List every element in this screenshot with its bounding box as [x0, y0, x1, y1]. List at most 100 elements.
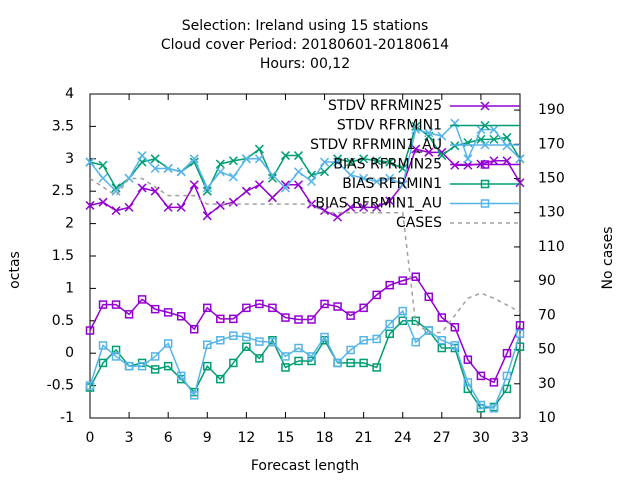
- data-point: [437, 313, 447, 322]
- data-point: [480, 160, 490, 169]
- data-point: [124, 202, 134, 212]
- x-tick-label: 3: [125, 430, 134, 446]
- legend-label: CASES: [396, 215, 442, 231]
- data-point: [320, 332, 329, 342]
- y2-tick-label: 10: [538, 410, 556, 426]
- data-point: [385, 196, 395, 206]
- data-point: [254, 180, 264, 190]
- data-point: [424, 128, 434, 138]
- data-point: [333, 157, 343, 167]
- data-point: [346, 311, 355, 320]
- data-point: [372, 156, 382, 166]
- data-point: [137, 361, 147, 371]
- series-line: [89, 275, 521, 384]
- data-point: [202, 183, 212, 193]
- data-point: [124, 310, 134, 319]
- data-point: [502, 156, 512, 166]
- x-tick-label: 6: [164, 430, 173, 446]
- data-point: [480, 140, 490, 150]
- data-point: [346, 157, 356, 167]
- data-point: [294, 343, 303, 353]
- x-tick-label: 21: [355, 430, 373, 446]
- data-point: [320, 299, 329, 309]
- y2-tick-label: 90: [538, 273, 556, 289]
- data-point: [307, 352, 316, 361]
- series-line: [89, 309, 521, 410]
- y2-tick-label: 50: [538, 342, 556, 358]
- y-tick-label: -1: [60, 410, 74, 426]
- data-point: [150, 365, 160, 374]
- data-point: [150, 186, 160, 196]
- data-point: [281, 313, 290, 322]
- x-tick-label: 0: [86, 430, 95, 446]
- data-point: [359, 173, 369, 183]
- data-point: [480, 199, 490, 208]
- data-point: [437, 343, 447, 353]
- data-point: [85, 157, 95, 167]
- data-point: [385, 157, 395, 167]
- data-point: [346, 202, 356, 212]
- data-point: [346, 170, 356, 180]
- data-point: [111, 300, 121, 309]
- x-tick-label: 27: [433, 430, 451, 446]
- data-point: [85, 381, 95, 390]
- data-point: [202, 186, 212, 196]
- data-point: [242, 332, 251, 342]
- data-point: [280, 183, 290, 193]
- data-point: [294, 315, 303, 324]
- series-line: [89, 177, 521, 334]
- data-point: [216, 314, 225, 324]
- data-point: [111, 206, 121, 216]
- data-point: [411, 144, 421, 154]
- y-tick-label: 1.5: [52, 248, 74, 264]
- data-point: [268, 303, 277, 313]
- data-point: [359, 154, 369, 164]
- data-point: [333, 212, 343, 222]
- data-point: [307, 356, 316, 366]
- data-point: [489, 156, 499, 166]
- data-point: [215, 200, 225, 210]
- data-point: [241, 186, 251, 196]
- data-point: [424, 292, 434, 302]
- data-point: [98, 197, 108, 207]
- data-point: [98, 160, 108, 170]
- data-point: [137, 295, 147, 304]
- data-point: [267, 193, 277, 203]
- data-point: [372, 176, 382, 187]
- data-point: [476, 371, 486, 381]
- data-point: [163, 339, 173, 348]
- data-point: [216, 374, 225, 384]
- y-tick-label: 2: [65, 216, 74, 232]
- data-point: [189, 154, 199, 164]
- data-point: [463, 378, 473, 387]
- data-point: [189, 180, 199, 190]
- data-point: [203, 340, 212, 350]
- data-point: [450, 141, 460, 151]
- legend-label: BIAS RFRMIN1: [342, 176, 442, 192]
- data-point: [372, 363, 381, 372]
- data-point: [281, 352, 290, 361]
- data-point: [228, 156, 238, 166]
- data-point: [372, 202, 382, 212]
- data-point: [346, 358, 355, 368]
- data-point: [163, 361, 173, 371]
- data-point: [254, 144, 264, 154]
- data-point: [333, 302, 342, 311]
- y2-axis-label: No cases: [600, 227, 616, 290]
- data-point: [372, 290, 381, 300]
- data-point: [189, 391, 199, 400]
- y2-tick-label: 190: [538, 102, 565, 118]
- data-point: [411, 125, 421, 135]
- data-point: [385, 173, 395, 183]
- data-point: [98, 341, 108, 350]
- data-point: [306, 176, 317, 187]
- data-point: [489, 404, 499, 413]
- data-point: [215, 159, 225, 169]
- data-point: [480, 120, 490, 131]
- data-point: [267, 173, 277, 183]
- series-line: [89, 148, 521, 218]
- data-point: [515, 321, 525, 330]
- data-point: [502, 141, 512, 151]
- x-axis-label: Forecast length: [251, 458, 359, 474]
